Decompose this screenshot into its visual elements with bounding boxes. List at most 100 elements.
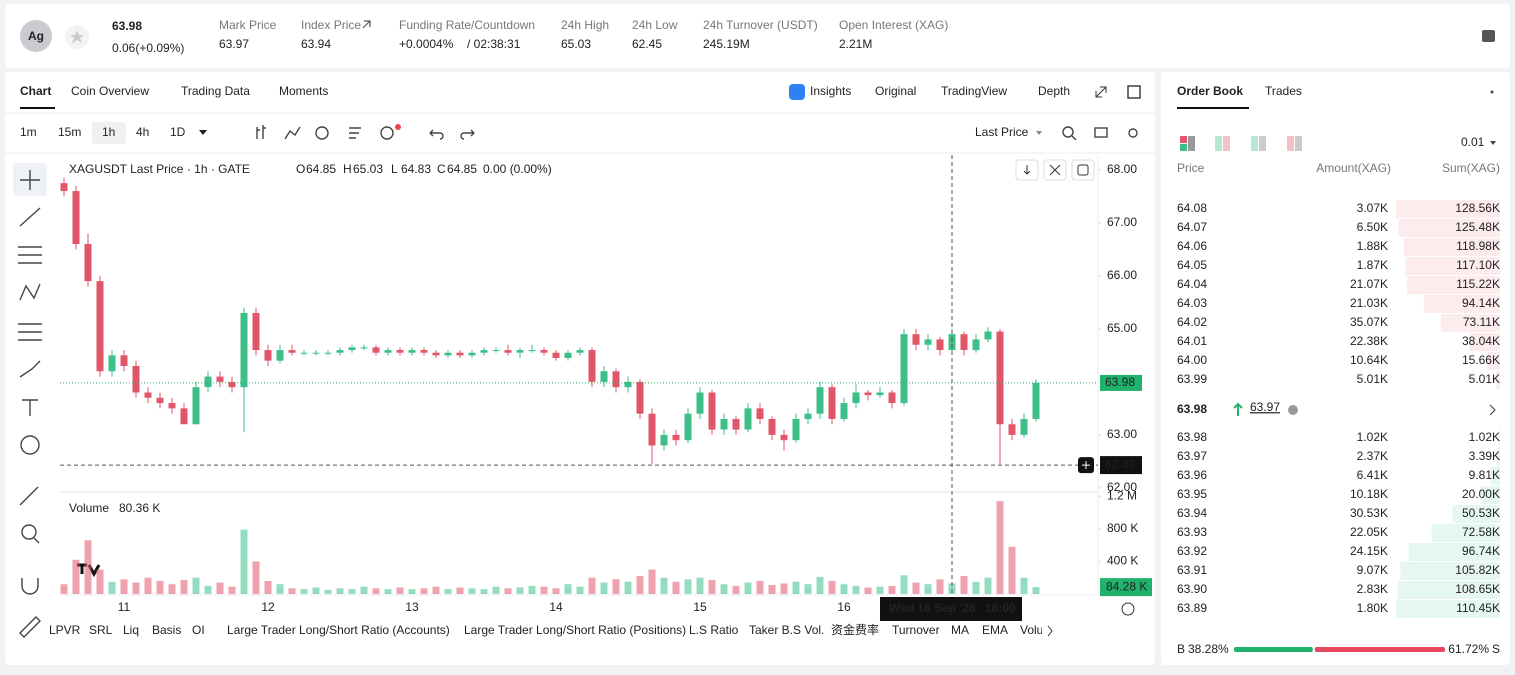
ai-icon (789, 84, 805, 100)
candle-body (588, 350, 596, 382)
volume-bar (444, 589, 452, 594)
book-price: 64.02 (1177, 315, 1207, 329)
expand-icon[interactable] (1095, 86, 1107, 98)
volume-bar (252, 561, 260, 594)
book-amount: 5.01K (1357, 372, 1388, 386)
info-icon (1288, 405, 1298, 415)
indicator[interactable]: Basis (152, 623, 181, 637)
book-price: 64.04 (1177, 277, 1207, 291)
depth-bar (1396, 200, 1500, 218)
price-tag (1100, 374, 1142, 391)
volume-bar (696, 577, 704, 594)
chart-buttons[interactable] (1015, 159, 1095, 181)
volume-bar (312, 587, 320, 594)
candle-body (852, 392, 860, 404)
indicator[interactable]: Liq (123, 623, 139, 637)
indicator[interactable]: L.S Ratio (689, 623, 739, 637)
volume-bar (420, 588, 428, 594)
book-price: 63.97 (1177, 449, 1207, 463)
indicator[interactable]: Large Trader Long/Short Ratio (Accounts) (227, 623, 450, 637)
volume-bar (504, 588, 512, 594)
legend-key: H (343, 162, 352, 176)
indicator[interactable]: SRL (89, 623, 113, 637)
avatar-text: Ag (28, 29, 44, 43)
volume-bar (492, 586, 500, 594)
candle-body (972, 339, 980, 351)
volume-bar (1008, 546, 1016, 594)
candle-body (480, 350, 488, 353)
interval[interactable]: 1m (20, 125, 37, 139)
volume-bar (468, 588, 476, 594)
indicator[interactable]: EMA (982, 623, 1008, 637)
indicator[interactable]: OI (192, 623, 205, 637)
candle-body (240, 312, 248, 388)
book-amount: 2.37K (1357, 449, 1388, 463)
interval[interactable]: 15m (58, 125, 81, 139)
settings-icon[interactable] (1121, 602, 1135, 616)
indicator[interactable]: Volume (1020, 623, 1060, 637)
candle-body (504, 350, 512, 353)
volume-bar (300, 589, 308, 594)
interval[interactable]: 1h (102, 125, 115, 139)
book-tab[interactable]: Order Book (1177, 84, 1243, 98)
y-tick-label: 800 K (1107, 521, 1138, 535)
depth-bar (1431, 524, 1500, 542)
volume-bar (648, 569, 656, 594)
header-icon[interactable] (1482, 30, 1495, 42)
tab[interactable]: Moments (279, 84, 328, 98)
view-tab[interactable]: Depth (1038, 84, 1070, 98)
view-tab[interactable]: Insights (810, 84, 851, 98)
menu-dot[interactable] (1490, 90, 1494, 94)
tab[interactable]: Trading Data (181, 84, 250, 98)
candle-body (948, 334, 956, 351)
candle-body (348, 347, 356, 351)
volume-bar (348, 589, 356, 594)
indicator[interactable]: MA (951, 623, 969, 637)
price-tag-text: 63.98 (1105, 375, 1135, 389)
indicator[interactable]: Turnover (892, 623, 940, 637)
avatar (20, 20, 52, 52)
stat-label: Index Price (301, 18, 361, 32)
star-icon (70, 30, 84, 43)
volume-bar (972, 581, 980, 594)
layout-icon[interactable] (1127, 85, 1141, 99)
indicator[interactable]: Large Trader Long/Short Ratio (Positions… (464, 623, 686, 637)
y-tick-label: 63.00 (1107, 427, 1137, 441)
book-price: 64.05 (1177, 258, 1207, 272)
candle-body (84, 244, 92, 282)
interval[interactable]: 4h (136, 125, 149, 139)
candle-body (384, 350, 392, 353)
book-price: 63.92 (1177, 544, 1207, 558)
book-view-icons[interactable] (1180, 136, 1302, 151)
book-amount: 24.15K (1350, 544, 1388, 558)
interval[interactable]: 1D (170, 125, 186, 139)
candle-body (492, 350, 500, 352)
y-tick-label: 400 K (1107, 554, 1138, 568)
tab[interactable]: Chart (20, 84, 51, 98)
more-arrow[interactable] (1047, 625, 1053, 637)
price-type[interactable]: Last Price (975, 125, 1029, 139)
book-amount: 6.41K (1357, 468, 1388, 482)
candle-body (156, 397, 164, 404)
book-sum: 110.45K (1456, 601, 1500, 615)
book-sum: 1.02K (1469, 430, 1500, 444)
tab[interactable]: Coin Overview (71, 84, 149, 98)
book-amount: 30.53K (1350, 506, 1388, 520)
indicator[interactable]: LPVR (49, 623, 81, 637)
volume-bar (888, 585, 896, 594)
stat-label: 24h High (561, 18, 609, 32)
stat-value: 65.03 (561, 37, 591, 51)
volume-bar (936, 579, 944, 594)
volume-bar (96, 569, 104, 594)
view-tab[interactable]: Original (875, 84, 916, 98)
chevron[interactable] (1489, 404, 1496, 416)
indicator[interactable]: Taker B.S Vol. (749, 623, 824, 637)
candle-body (672, 434, 680, 441)
volume-bar (72, 559, 80, 594)
book-tab[interactable]: Trades (1265, 84, 1302, 98)
view-tab[interactable]: TradingView (941, 84, 1007, 98)
volume-bar (60, 584, 68, 594)
book-price: 63.95 (1177, 487, 1207, 501)
precision[interactable]: 0.01 (1461, 135, 1485, 149)
indicator[interactable]: 资金费率 (831, 622, 879, 637)
